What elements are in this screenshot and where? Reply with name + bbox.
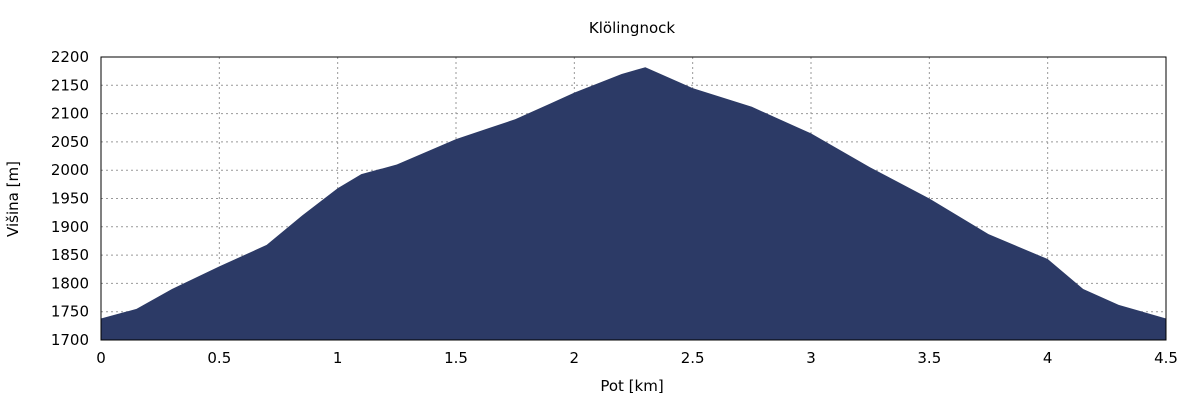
x-tick-label: 1.5 [444,349,468,367]
y-tick-label: 2050 [51,133,89,151]
x-tick-label: 2.5 [681,349,705,367]
x-tick-label: 3 [806,349,816,367]
y-tick-label: 1800 [51,274,89,292]
x-tick-label: 1 [333,349,343,367]
x-axis-title: Pot [km] [600,377,663,395]
y-tick-label: 1750 [51,303,89,321]
y-axis-ticks: 1700 1750 1800 1850 1900 1950 2000 2050 2100 2150… [51,48,89,349]
x-tick-label: 2 [570,349,580,367]
y-tick-label: 1900 [51,218,89,236]
x-axis-ticks: 0 0.5 1 1.5 2 2.5 3 3.5 4 4.5 [96,349,1178,367]
plot-frame [100,56,1167,341]
chart-title: Klölingnock [589,19,675,37]
y-tick-label: 2000 [51,161,89,179]
y-axis-title: Višina [m] [4,161,22,237]
elevation-area [101,67,1166,341]
x-tick-label: 3.5 [917,349,941,367]
x-tick-label: 0 [96,349,106,367]
x-tick-label: 4 [1043,349,1053,367]
y-tick-label: 1700 [51,331,89,349]
y-tick-label: 1950 [51,190,89,208]
x-tick-label: 0.5 [207,349,231,367]
y-tick-label: 1850 [51,246,89,264]
y-tick-label: 2200 [51,48,89,66]
y-tick-label: 2100 [51,105,89,123]
y-tick-label: 2150 [51,76,89,94]
x-tick-label: 4.5 [1154,349,1178,367]
